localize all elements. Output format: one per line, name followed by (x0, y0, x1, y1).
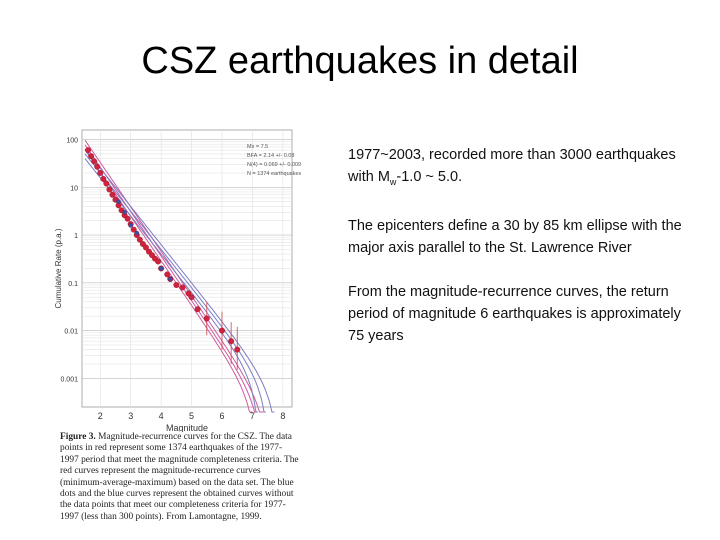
red-data-point (219, 327, 225, 334)
red-data-point (94, 163, 101, 170)
slide-title: CSZ earthquakes in detail (141, 40, 579, 82)
y-tick-label: 10 (70, 185, 78, 192)
x-tick-label: 4 (159, 411, 164, 421)
red-data-point (234, 346, 241, 353)
paragraph-3: From the magnitude-recurrence curves, th… (348, 281, 688, 347)
legend-entry: Mx = 7.5 (247, 144, 268, 150)
red-data-point (85, 147, 92, 154)
x-tick-label: 6 (219, 411, 224, 421)
red-data-point (88, 153, 95, 160)
paragraph-3-text: From the magnitude-recurrence curves, th… (348, 283, 681, 344)
caption-label: Figure 3. (60, 432, 96, 442)
legend: Mx = 7.5 BFA = 2.14 +/- 0.08 N(4) = 0.069 … (247, 144, 302, 177)
y-tick-label: 1 (74, 233, 78, 240)
blue-data-point (134, 230, 140, 236)
legend-entry: N = 1374 earthquakes (247, 171, 302, 177)
paragraph-1: 1977~2003, recorded more than 3000 earth… (348, 144, 688, 193)
red-data-point (155, 258, 162, 265)
paragraph-1-text: 1977~2003, recorded more than 3000 earth… (348, 147, 676, 185)
red-data-point (188, 294, 195, 301)
recurrence-figure: 2 3 4 5 6 7 8 100 10 1 0.1 0.01 0.001 Magnitude Cumula… (52, 122, 302, 512)
x-tick-label: 8 (280, 411, 285, 421)
red-data-point (179, 284, 186, 291)
red-data-point (103, 180, 110, 187)
red-data-point (142, 244, 149, 251)
recurrence-curve-red (84, 144, 258, 413)
red-data-point (100, 175, 107, 182)
paragraph-1-tail: -1.0 ~ 5.0. (396, 169, 463, 185)
caption-text: Magnitude-recurrence curves for the CSZ.… (60, 432, 299, 522)
red-data-point (164, 271, 171, 278)
y-tick-label: 0.1 (68, 281, 78, 288)
paragraph-2: The epicenters define a 30 by 85 km elli… (348, 215, 688, 259)
red-data-point (136, 236, 143, 243)
recurrence-curve-blue (84, 148, 275, 413)
x-tick-label: 2 (98, 411, 103, 421)
paragraph-1-subscript: w (389, 176, 397, 187)
x-axis-label: Magnitude (166, 423, 208, 432)
blue-data-point (116, 199, 121, 205)
x-tick-label: 3 (128, 411, 133, 421)
red-data-point (97, 169, 104, 176)
y-tick-label: 0.001 (60, 376, 78, 383)
red-data-point (124, 215, 131, 222)
slide-body: 1977~2003, recorded more than 3000 earth… (348, 144, 688, 369)
red-data-point (91, 158, 98, 165)
red-data-point (106, 186, 113, 193)
red-data-point (173, 282, 180, 288)
red-data-point (203, 315, 210, 322)
red-data-point (228, 338, 235, 345)
figure-caption: Figure 3. Magnitude-recurrence curves fo… (60, 432, 300, 523)
paragraph-2-text: The epicenters define a 30 by 85 km elli… (348, 217, 682, 256)
y-tick-label: 0.01 (64, 329, 78, 336)
x-tick-label: 5 (189, 411, 194, 421)
red-data-point (194, 306, 201, 313)
recurrence-chart: 2 3 4 5 6 7 8 100 10 1 0.1 0.01 0.001 Magnitude Cumula… (54, 129, 302, 432)
red-data-point (109, 191, 116, 198)
recurrence-curve-blue (84, 153, 266, 413)
blue-data-point (128, 222, 134, 228)
blue-data-point (122, 209, 127, 215)
y-axis-label: Cumulative Rate (p.a.) (54, 228, 63, 308)
y-tick-label: 100 (66, 138, 78, 145)
x-tick-label: 7 (250, 411, 255, 421)
red-data-point (130, 226, 137, 233)
blue-data-point (158, 266, 164, 271)
legend-entry: N(4) = 0.069 +/- 0.009 (247, 162, 301, 168)
blue-data-point (167, 276, 173, 282)
legend-entry: BFA = 2.14 +/- 0.08 (247, 153, 294, 159)
